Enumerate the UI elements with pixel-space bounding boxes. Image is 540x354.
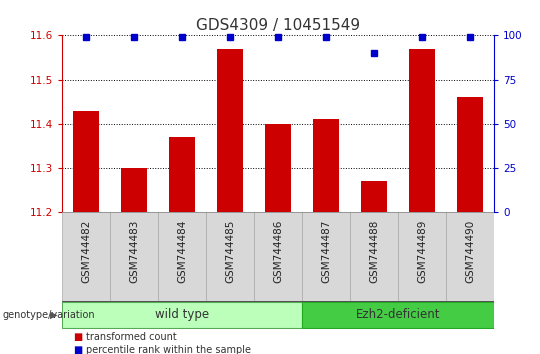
Bar bbox=[158, 212, 206, 301]
Bar bbox=[121, 168, 147, 212]
Bar bbox=[62, 302, 302, 328]
Bar bbox=[350, 212, 398, 301]
Text: wild type: wild type bbox=[155, 308, 209, 321]
Text: ▶: ▶ bbox=[50, 310, 58, 320]
Text: genotype/variation: genotype/variation bbox=[3, 310, 96, 320]
Bar bbox=[62, 212, 110, 301]
Text: GSM744483: GSM744483 bbox=[129, 219, 139, 283]
Text: GSM744488: GSM744488 bbox=[369, 219, 379, 283]
Bar bbox=[110, 212, 158, 301]
Bar bbox=[457, 97, 483, 212]
Bar bbox=[206, 212, 254, 301]
Bar bbox=[302, 212, 350, 301]
Bar bbox=[446, 212, 494, 301]
Bar bbox=[398, 212, 446, 301]
Text: GSM744489: GSM744489 bbox=[417, 219, 427, 283]
Text: GSM744482: GSM744482 bbox=[81, 219, 91, 283]
Text: GSM744487: GSM744487 bbox=[321, 219, 331, 283]
Text: ■: ■ bbox=[73, 332, 82, 342]
Title: GDS4309 / 10451549: GDS4309 / 10451549 bbox=[196, 18, 360, 33]
Bar bbox=[169, 137, 195, 212]
Bar bbox=[361, 182, 387, 212]
Bar bbox=[302, 302, 494, 328]
Bar bbox=[217, 49, 244, 212]
Text: GSM744486: GSM744486 bbox=[273, 219, 283, 283]
Bar bbox=[254, 212, 302, 301]
Text: GSM744485: GSM744485 bbox=[225, 219, 235, 283]
Bar bbox=[265, 124, 291, 212]
Bar bbox=[409, 49, 435, 212]
Bar bbox=[313, 120, 339, 212]
Text: Ezh2-deficient: Ezh2-deficient bbox=[356, 308, 440, 321]
Bar bbox=[73, 111, 99, 212]
Text: ■: ■ bbox=[73, 346, 82, 354]
Text: transformed count: transformed count bbox=[86, 332, 177, 342]
Text: GSM744490: GSM744490 bbox=[465, 219, 475, 283]
Text: percentile rank within the sample: percentile rank within the sample bbox=[86, 346, 252, 354]
Text: GSM744484: GSM744484 bbox=[177, 219, 187, 283]
